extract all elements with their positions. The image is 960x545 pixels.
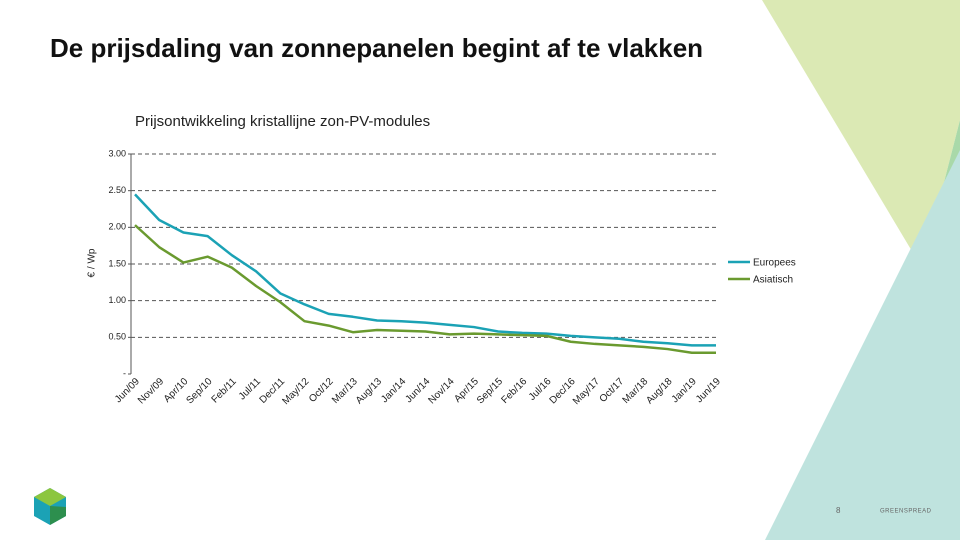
- logo-part: [34, 488, 66, 506]
- y-tick-label: 1.00: [108, 295, 126, 305]
- x-tick-label: May/12: [280, 376, 311, 407]
- slide-title: De prijsdaling van zonnepanelen begint a…: [50, 33, 703, 63]
- legend-label: Europees: [753, 258, 796, 269]
- x-tick-label: Sep/10: [184, 376, 214, 406]
- decoration: [765, 150, 960, 540]
- y-tick-label: -: [123, 368, 126, 378]
- x-tick-label: Nov/14: [427, 376, 457, 406]
- x-tick-label: Jan/19: [670, 376, 699, 405]
- chart-title: Prijsontwikkeling kristallijne zon-PV-mo…: [135, 113, 430, 130]
- brand: GREENSPREAD: [880, 509, 932, 515]
- decoration: [762, 0, 960, 268]
- x-tick-label: Aug/13: [354, 376, 384, 406]
- x-tick-label: Nov/09: [136, 376, 166, 406]
- x-tick-label: Jun/19: [694, 376, 723, 405]
- page-number: 8: [836, 506, 841, 515]
- logo-part: [50, 506, 66, 525]
- x-tick-label: Feb/16: [500, 376, 530, 406]
- y-axis-label: € / Wp: [87, 248, 98, 277]
- series-line: [134, 224, 716, 354]
- x-tick-label: Sep/15: [475, 376, 505, 406]
- x-tick-label: Feb/11: [210, 376, 240, 406]
- y-tick-label: 1.50: [108, 258, 126, 268]
- x-tick-label: Aug/18: [644, 376, 674, 406]
- y-tick-label: 2.50: [108, 185, 126, 195]
- y-tick-label: 3.00: [108, 148, 126, 158]
- x-tick-label: Jan/14: [379, 376, 408, 405]
- y-tick-label: 2.00: [108, 222, 126, 232]
- series-line: [134, 193, 716, 347]
- logo: [34, 488, 66, 525]
- x-tick-label: May/17: [571, 376, 602, 407]
- legend-label: Asiatisch: [753, 275, 793, 286]
- y-tick-label: 0.50: [108, 332, 126, 342]
